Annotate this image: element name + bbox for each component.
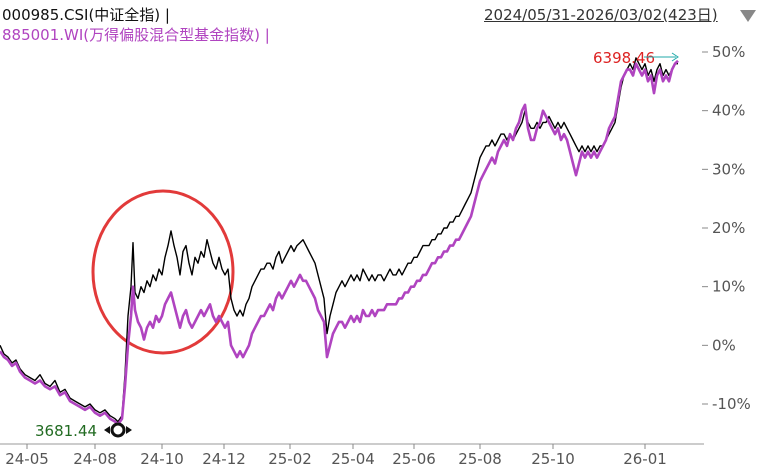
series-line-1 (0, 57, 678, 423)
max-arrow-icon (671, 52, 679, 62)
x-tick-label: 24-05 (5, 450, 49, 468)
x-tick-label: 24-12 (202, 450, 246, 468)
y-tick-label: 0% (712, 336, 736, 354)
x-tick-label: 25-04 (331, 450, 375, 468)
y-tick-label: 30% (712, 160, 745, 178)
x-tick-label: 25-10 (531, 450, 575, 468)
y-tick-label: 20% (712, 219, 745, 237)
min-value-label: 3681.44 (35, 422, 97, 440)
y-tick-label: -10% (712, 395, 751, 413)
min-annotation: 3681.44 (35, 422, 132, 440)
series1-legend[interactable]: 000985.CSI(中证全指) | (2, 6, 170, 24)
x-tick-label: 24-10 (140, 450, 184, 468)
triangle-down-icon[interactable] (740, 10, 756, 22)
x-tick-label: 24-08 (73, 450, 117, 468)
min-arrow-right-icon (126, 426, 132, 434)
y-tick-label: 40% (712, 102, 745, 120)
date-range[interactable]: 2024/05/31-2026/03/02(423日) (484, 6, 718, 24)
x-tick-label: 26-01 (623, 450, 667, 468)
x-tick-label: 25-06 (392, 450, 436, 468)
x-tick-label: 25-02 (268, 450, 312, 468)
series2-legend[interactable]: 885001.WI(万得偏股混合型基金指数) | (2, 26, 270, 44)
max-value-label: 6398.46 (593, 49, 655, 67)
series-line-2 (0, 59, 679, 426)
y-tick-label: 10% (712, 278, 745, 296)
x-tick-label: 25-08 (458, 450, 502, 468)
min-arrow-left-icon (104, 426, 110, 434)
highlight-circle (91, 189, 235, 355)
y-tick-label: 50% (712, 43, 745, 61)
max-annotation: 6398.46 (593, 49, 679, 67)
series-group (0, 57, 679, 426)
y-axis: -10% 0% 10% 20% 30% 40% 50% (702, 43, 751, 413)
x-axis: 24-05 24-08 24-10 24-12 25-02 25-04 25-06 25-08… (0, 443, 704, 468)
min-marker-icon (110, 422, 126, 438)
